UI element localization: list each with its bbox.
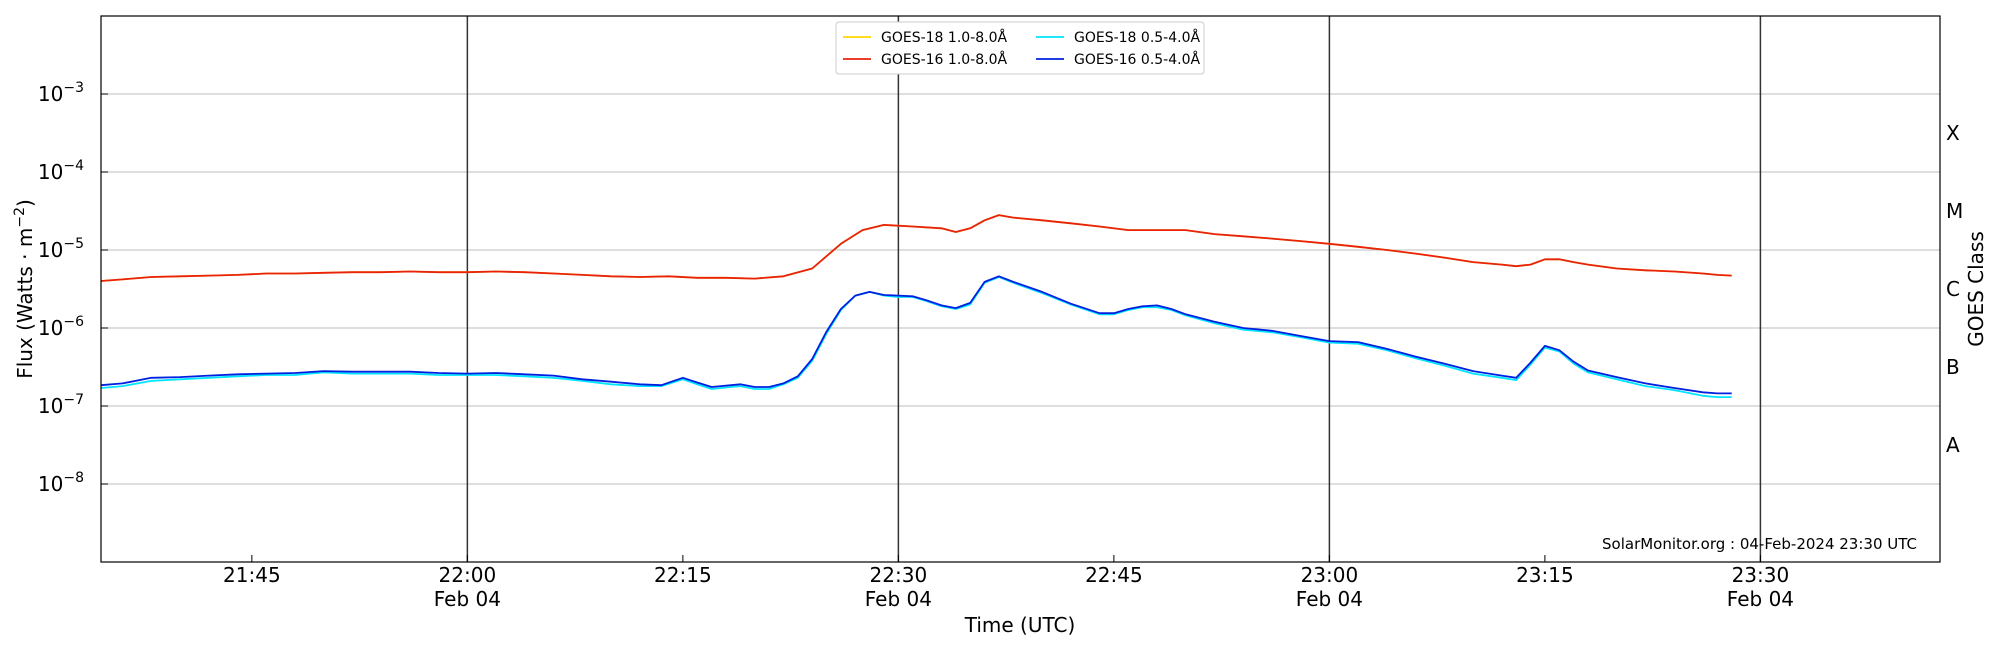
legend-label: GOES-18 0.5-4.0Å bbox=[1074, 29, 1200, 46]
y-tick-label: 10−3 bbox=[38, 80, 84, 106]
y-tick-label: 10−8 bbox=[38, 470, 84, 496]
grid-lines bbox=[101, 16, 1940, 562]
legend: GOES-18 1.0-8.0Å GOES-18 0.5-4.0Å GOES-16 … bbox=[835, 21, 1205, 75]
goes-class-label: M bbox=[1946, 199, 1963, 223]
goes-class-label: C bbox=[1946, 277, 1960, 301]
y-tick-exponent: −8 bbox=[63, 470, 84, 486]
series-line bbox=[100, 275, 1732, 395]
goes-class-label: B bbox=[1946, 355, 1960, 379]
x-tick-label: 21:45 bbox=[223, 563, 281, 587]
x-tick-label: 23:30 bbox=[1732, 563, 1790, 587]
series-lines bbox=[100, 214, 1732, 399]
y-axis-label-exponent: −2 bbox=[12, 207, 28, 228]
y-tick-label: 10−6 bbox=[38, 314, 84, 340]
legend-box bbox=[835, 21, 1205, 75]
x-tick-date-label: Feb 04 bbox=[1296, 587, 1363, 611]
y-axis-label-close: ) bbox=[13, 199, 37, 207]
credit-text: SolarMonitor.org : 04-Feb-2024 23:30 UTC bbox=[1602, 535, 1917, 553]
goes-class-label: A bbox=[1946, 433, 1960, 457]
legend-label: GOES-16 0.5-4.0Å bbox=[1074, 51, 1200, 68]
y-axis-label-main: Flux (Watts · m bbox=[13, 228, 37, 379]
x-tick-label: 23:15 bbox=[1516, 563, 1574, 587]
y-tick-exponent: −5 bbox=[63, 236, 84, 252]
y-tick-exponent: −4 bbox=[63, 158, 84, 174]
y-tick-exponent: −6 bbox=[63, 314, 84, 330]
legend-label: GOES-16 1.0-8.0Å bbox=[881, 51, 1007, 68]
y-tick-exponent: −7 bbox=[63, 392, 84, 408]
x-tick-date-label: Feb 04 bbox=[865, 587, 932, 611]
y-tick-base: 10 bbox=[38, 472, 63, 496]
series-line bbox=[100, 214, 1732, 282]
x-tick-date-label: Feb 04 bbox=[1727, 587, 1794, 611]
x-tick-date-label: Feb 04 bbox=[434, 587, 501, 611]
y-tick-base: 10 bbox=[38, 82, 63, 106]
y-tick-exponent: −3 bbox=[63, 80, 84, 96]
x-tick-label: 22:00 bbox=[439, 563, 497, 587]
y-tick-label: 10−7 bbox=[38, 392, 84, 418]
y-tick-base: 10 bbox=[38, 316, 63, 340]
x-tick-label: 22:30 bbox=[870, 563, 928, 587]
x-tick-label: 23:00 bbox=[1301, 563, 1359, 587]
y-axis-ticks: 10−810−710−610−510−410−3 bbox=[38, 80, 108, 496]
y-tick-base: 10 bbox=[38, 394, 63, 418]
y-axis-label: Flux (Watts · m−2) bbox=[12, 199, 37, 379]
legend-label: GOES-18 1.0-8.0Å bbox=[881, 29, 1007, 46]
y-tick-label: 10−4 bbox=[38, 158, 84, 184]
goes-class-label: X bbox=[1946, 121, 1960, 145]
y-tick-label: 10−5 bbox=[38, 236, 84, 262]
x-tick-label: 22:15 bbox=[654, 563, 712, 587]
x-tick-label: 22:45 bbox=[1085, 563, 1143, 587]
right-axis-label: GOES Class bbox=[1964, 231, 1988, 347]
goes-class-labels: A B C M X bbox=[1946, 121, 1963, 457]
legend-entries: GOES-18 1.0-8.0Å GOES-18 0.5-4.0Å GOES-16 … bbox=[843, 29, 1200, 68]
y-tick-base: 10 bbox=[38, 238, 63, 262]
x-axis-label: Time (UTC) bbox=[964, 613, 1076, 637]
y-tick-base: 10 bbox=[38, 160, 63, 184]
plot-frame bbox=[100, 15, 1941, 563]
